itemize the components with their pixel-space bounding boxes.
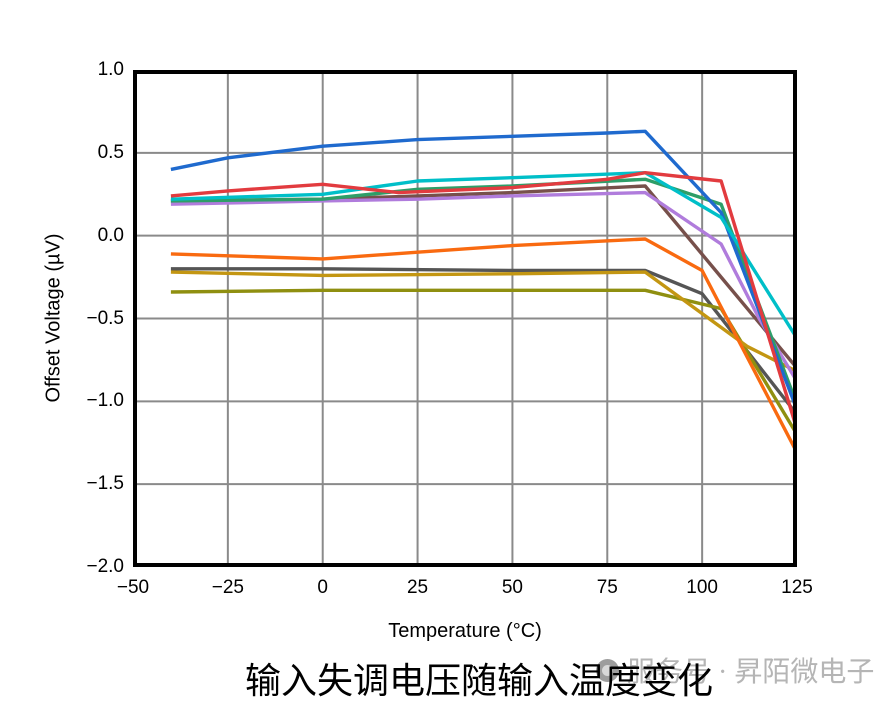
y-tick-label: −1.0 [86,390,124,412]
x-tick-label: 125 [781,577,813,598]
plot-frame [133,70,797,567]
y-tick-label: 1.0 [97,59,124,80]
x-tick-label: 75 [596,577,618,598]
x-tick-label: 0 [317,577,328,598]
x-tick-label: 100 [686,577,718,598]
x-tick-label: −25 [211,577,244,598]
y-tick-label: −0.5 [86,307,124,329]
series-line [170,237,797,454]
series-line [170,270,797,374]
x-tick-label: 50 [501,577,523,598]
series-line [170,170,797,340]
x-tick-label: −50 [116,577,150,598]
plot-svg [133,70,797,567]
x-axis-label: Temperature (°C) [388,620,542,642]
y-tick-label: −1.5 [86,473,124,495]
series-line [170,190,797,383]
y-tick-label: 0.0 [97,224,124,246]
x-tick-label: 25 [406,577,429,598]
series-line [170,267,797,416]
series-line [170,170,797,430]
y-tick-label: 0.5 [97,141,124,163]
y-tick-label: −2.0 [86,556,124,577]
chart-title: 输入失调电压随输入温度变化 [244,661,714,701]
plot-area [133,70,797,567]
series-line [170,129,797,411]
watermark: 服务号 · 昇陌微电子 [596,650,874,690]
watermark-text: 服务号 · 昇陌微电子 [627,657,875,688]
badge-circle-icon [596,658,619,682]
